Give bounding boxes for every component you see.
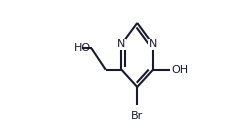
Text: N: N xyxy=(149,39,157,49)
Text: Br: Br xyxy=(131,111,143,121)
Text: N: N xyxy=(117,39,126,49)
Text: HO: HO xyxy=(74,43,91,53)
Text: OH: OH xyxy=(171,65,188,75)
